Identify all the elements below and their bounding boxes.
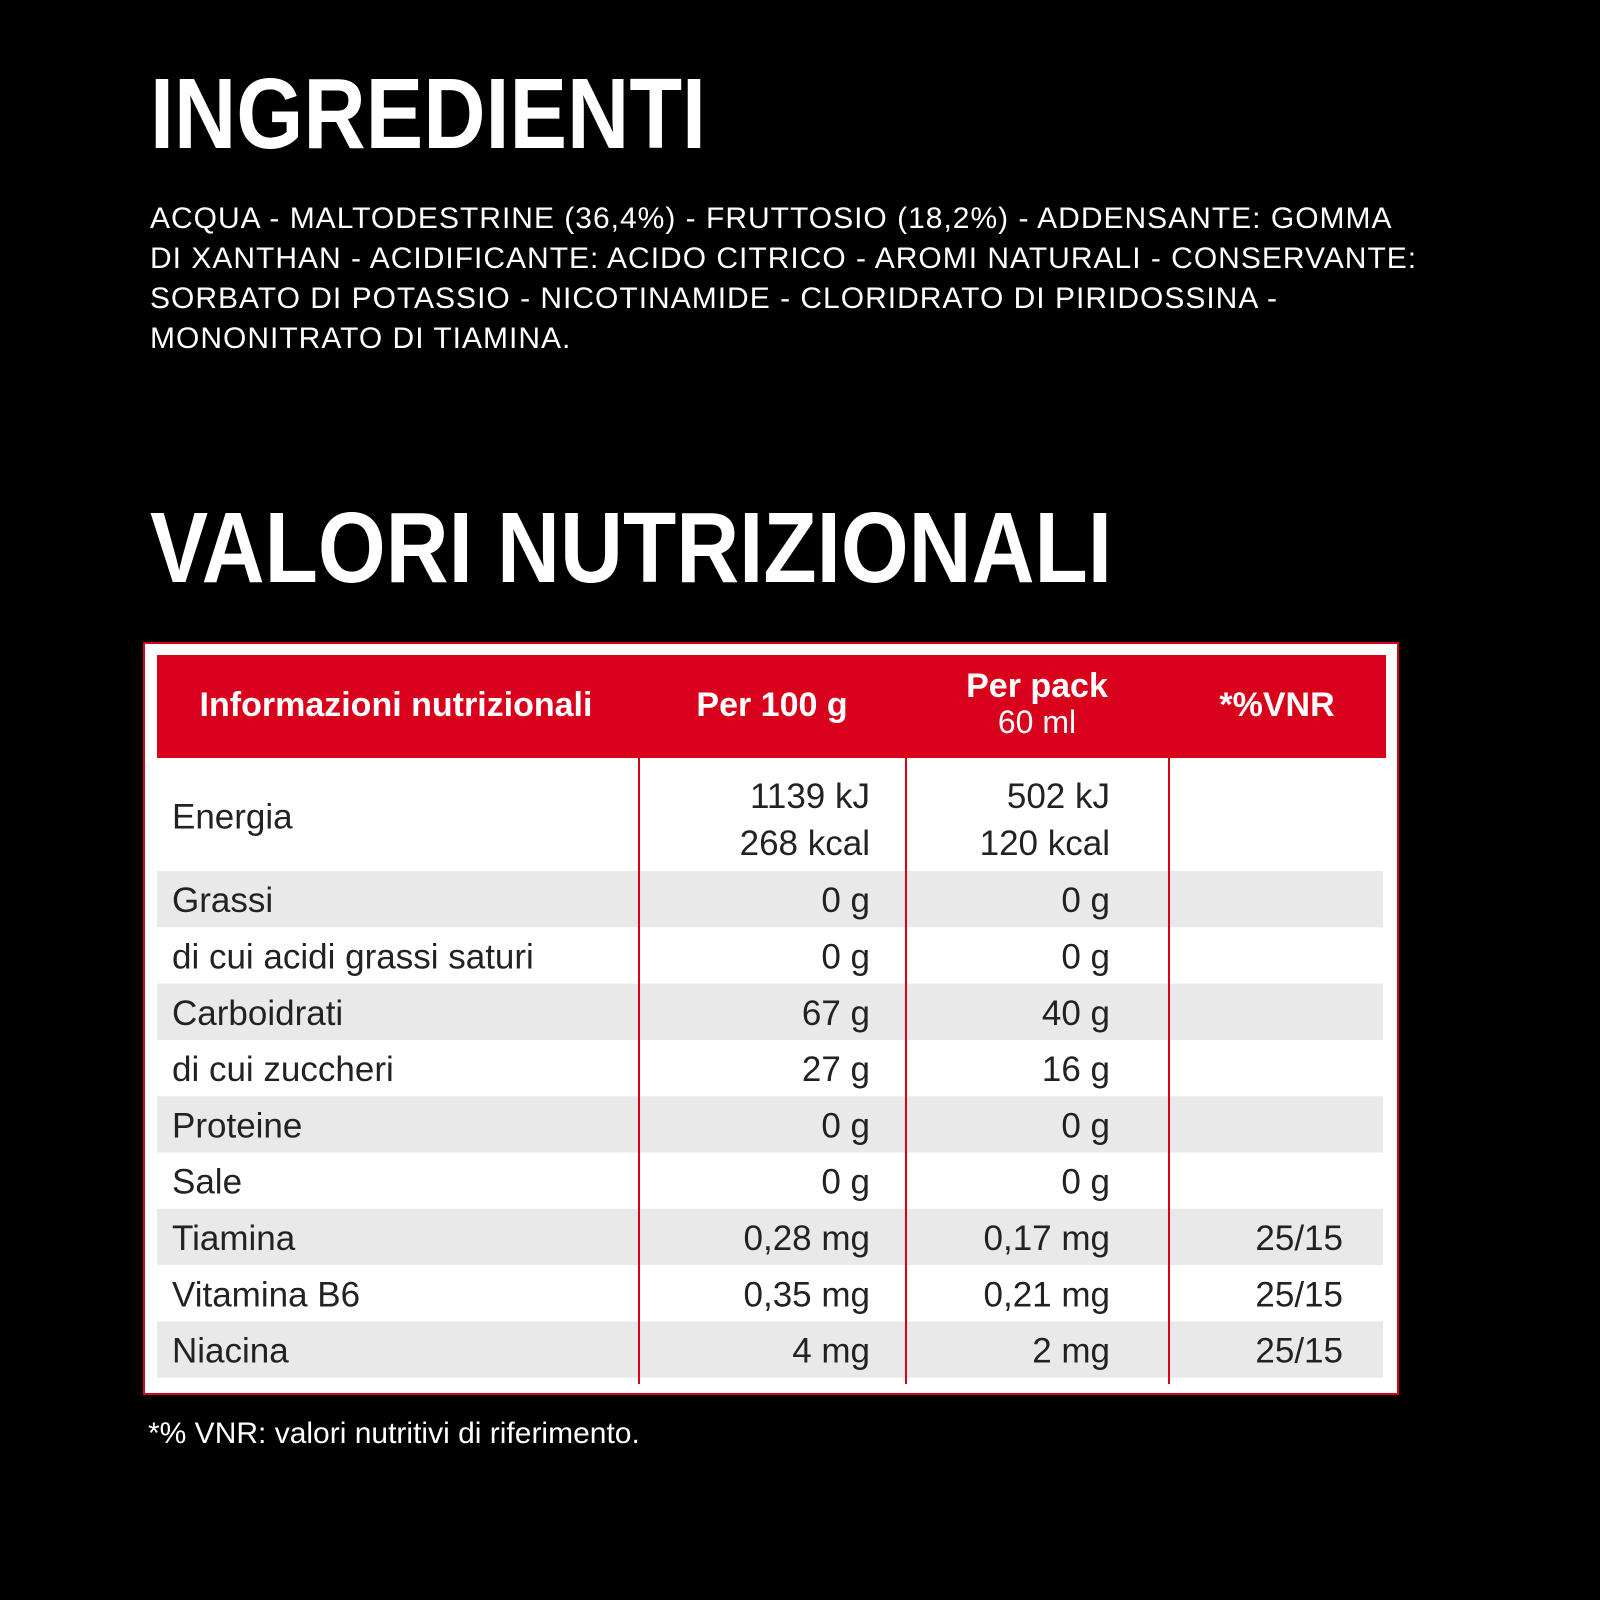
cell-value: 40 g [1042, 994, 1110, 1033]
cell-value: 0,21 mg [984, 1275, 1110, 1314]
cell-value: 0,17 mg [984, 1219, 1110, 1258]
row-stripe [157, 983, 1383, 1040]
footnote: *% VNR: valori nutritivi di riferimento. [148, 1417, 640, 1450]
cell-value: 0 g [1061, 881, 1110, 920]
row-stripe [157, 1321, 1383, 1378]
cell-value: 4 mg [792, 1332, 870, 1371]
cell-value: 502 kJ [1007, 777, 1110, 816]
cell-value: 0 g [821, 1106, 870, 1145]
header-label: Per pack [966, 667, 1108, 705]
cell-value: 0 g [1061, 1106, 1110, 1145]
header-label: Informazioni nutrizionali [200, 686, 593, 724]
cell-value: 268 kcal [740, 824, 870, 863]
cell-value: 0,35 mg [744, 1275, 870, 1314]
row-label: Tiamina [172, 1219, 296, 1258]
cell-value: 0,28 mg [744, 1219, 870, 1258]
row-label: Grassi [172, 881, 273, 920]
cell-value: 2 mg [1032, 1332, 1110, 1371]
ingredients-line: SORBATO DI POTASSIO - NICOTINAMIDE - CLO… [150, 282, 1278, 315]
cell-value: 25/15 [1255, 1219, 1343, 1258]
row-label: Niacina [172, 1332, 289, 1371]
row-label: Vitamina B6 [172, 1275, 360, 1314]
cell-value: 25/15 [1255, 1332, 1343, 1371]
cell-value: 0 g [821, 937, 870, 976]
cell-value: 0 g [821, 881, 870, 920]
nutrition-title: VALORI NUTRIZIONALI [150, 492, 1112, 604]
ingredients-line: DI XANTHAN - ACIDIFICANTE: ACIDO CITRICO… [150, 242, 1417, 275]
header-label: Per 100 g [696, 686, 847, 724]
row-label: di cui zuccheri [172, 1050, 394, 1089]
cell-value: 0 g [1061, 937, 1110, 976]
cell-value: 0 g [1061, 1163, 1110, 1202]
row-label: Proteine [172, 1106, 302, 1145]
cell-value: 1139 kJ [750, 777, 870, 816]
cell-value: 25/15 [1255, 1275, 1343, 1314]
cell-value: 120 kcal [980, 824, 1110, 863]
row-stripe [157, 871, 1383, 928]
cell-value: 67 g [802, 994, 870, 1033]
ingredients-title: INGREDIENTI [150, 58, 706, 170]
row-label: di cui acidi grassi saturi [172, 937, 534, 976]
ingredients-line: ACQUA - MALTODESTRINE (36,4%) - FRUTTOSI… [150, 202, 1393, 235]
row-stripe [157, 1096, 1383, 1153]
row-label: Energia [172, 798, 293, 837]
cell-value: 0 g [821, 1163, 870, 1202]
table-header-bg [157, 655, 1386, 758]
header-label: *%VNR [1219, 686, 1334, 724]
row-label: Sale [172, 1163, 242, 1202]
ingredients-line: MONONITRATO DI TIAMINA. [150, 322, 571, 355]
cell-value: 27 g [802, 1050, 870, 1089]
row-stripe [157, 1208, 1383, 1266]
cell-value: 16 g [1042, 1050, 1110, 1089]
row-label: Carboidrati [172, 994, 343, 1033]
header-subtitle: 60 ml [998, 704, 1076, 740]
